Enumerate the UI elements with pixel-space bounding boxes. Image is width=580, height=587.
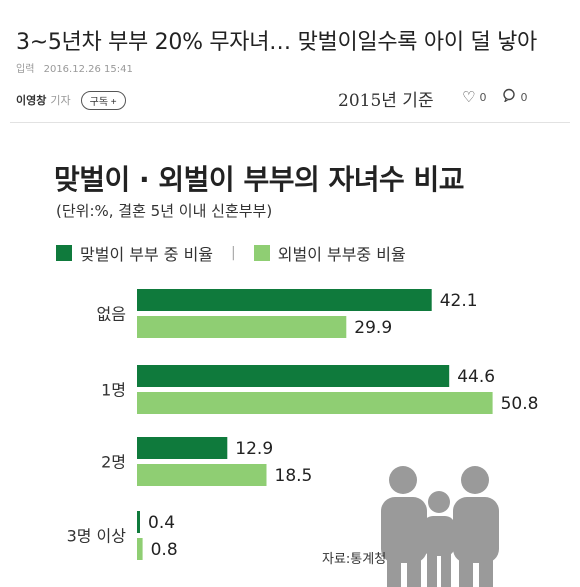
bar-value-label: 44.6	[457, 367, 495, 387]
family-icon	[381, 466, 499, 587]
chart-title: 맞벌이 · 외벌이 부부의 자녀수 비교	[54, 163, 465, 196]
bars-layer: 없음 42.1 29.9 1명 44.6 50.8 2명 12.918.5 3명 이상 0.4 0.…	[67, 289, 539, 560]
heart-icon[interactable]: ♡	[462, 88, 476, 106]
bar-value-label: 18.5	[275, 466, 313, 486]
chart-source: 자료:통계청	[322, 552, 387, 567]
header-divider	[10, 122, 570, 123]
bar-single-income[interactable]	[137, 464, 267, 486]
reactions: ♡ 0 0	[462, 88, 543, 106]
legend-swatch-dual	[56, 245, 72, 261]
legend-separator: |	[231, 245, 236, 261]
legend-swatch-single	[253, 245, 270, 261]
article-header: 3~5년차 부부 20% 무자녀… 맞벌이일수록 아이 덜 낳아 입력 2016…	[0, 0, 580, 128]
bar-value-label: 0.4	[148, 513, 175, 533]
bar-value-label: 50.8	[501, 394, 539, 414]
byline: 이영창 기자 구독 +	[16, 90, 126, 110]
bar-value-label: 29.9	[354, 318, 392, 338]
reporter-name[interactable]: 이영창	[16, 94, 47, 107]
publish-date: 입력 2016.12.26 15:41	[16, 60, 139, 75]
bar-single-income[interactable]	[137, 538, 143, 560]
legend-label-single: 외벌이 부부중 비율	[277, 245, 406, 264]
bar-dual-income[interactable]	[137, 289, 432, 311]
chart-legend: 맞벌이 부부 중 비율 | 외벌이 부부중 비율	[56, 241, 406, 265]
category-label: 3명 이상	[67, 527, 127, 546]
category-label: 1명	[101, 381, 126, 400]
comment-count: 0	[520, 90, 528, 104]
bar-single-income[interactable]	[137, 316, 347, 338]
bar-value-label: 12.9	[235, 439, 273, 459]
bar-value-label: 0.8	[151, 540, 178, 560]
comment-icon[interactable]	[502, 88, 516, 106]
bar-value-label: 42.1	[440, 291, 478, 311]
category-label: 2명	[101, 453, 126, 472]
legend-label-dual: 맞벌이 부부 중 비율	[80, 245, 214, 264]
bar-dual-income[interactable]	[137, 365, 450, 387]
bar-dual-income[interactable]	[137, 437, 228, 459]
basis-note: 2015년 기준	[338, 91, 434, 111]
subscribe-button[interactable]: 구독 +	[80, 90, 126, 110]
like-count: 0	[479, 90, 487, 104]
category-label: 없음	[97, 305, 126, 324]
chart-subtitle: (단위:%, 결혼 5년 이내 신혼부부)	[56, 202, 273, 220]
date-label: 입력	[16, 64, 35, 75]
article-headline[interactable]: 3~5년차 부부 20% 무자녀… 맞벌이일수록 아이 덜 낳아	[16, 30, 537, 55]
bar-dual-income[interactable]	[137, 511, 140, 533]
date-value: 2016.12.26 15:41	[43, 64, 133, 75]
reporter-role: 기자	[50, 94, 71, 107]
bar-single-income[interactable]	[137, 392, 493, 414]
